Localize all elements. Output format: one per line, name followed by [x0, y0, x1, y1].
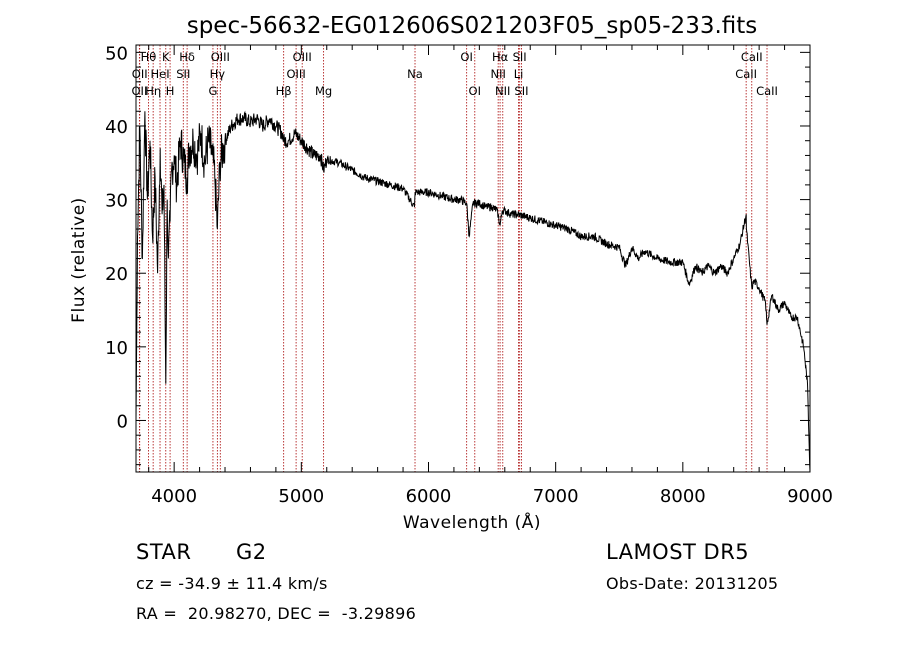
y-tick-label: 10	[105, 338, 128, 359]
line-label: OII	[132, 67, 148, 81]
x-axis-label: Wavelength (Å)	[403, 511, 541, 533]
x-axis-ticks: 4000 5000 6000 7000 8000 9000	[148, 45, 833, 507]
line-label: CaII	[735, 67, 757, 81]
line-label: CaII	[741, 50, 763, 64]
line-label: H	[166, 84, 175, 98]
x-tick-label: 9000	[787, 486, 833, 507]
line-markers	[138, 45, 768, 472]
line-label: OIII	[293, 50, 312, 64]
object-class: STAR	[136, 540, 192, 564]
x-tick-label: 7000	[533, 486, 579, 507]
line-label: OIII	[286, 67, 305, 81]
line-label: Hθ	[141, 50, 157, 64]
object-subclass: G2	[236, 540, 267, 564]
y-axis-label: Flux (relative)	[69, 197, 89, 323]
line-label: SII	[514, 84, 528, 98]
line-label: OIII	[211, 50, 230, 64]
line-label: Li	[514, 67, 524, 81]
x-tick-label: 8000	[660, 486, 706, 507]
x-tick-label: 6000	[406, 486, 452, 507]
line-label: Mg	[315, 84, 332, 98]
cz-value: cz = -34.9 ± 11.4 km/s	[136, 574, 328, 593]
line-label: OII	[132, 84, 148, 98]
line-label: K	[162, 50, 170, 64]
chart-title: spec-56632-EG012606S021203F05_sp05-233.f…	[187, 13, 758, 39]
y-tick-label: 40	[105, 117, 128, 138]
coordinates: RA = 20.98270, DEC = -3.29896	[136, 604, 417, 623]
line-label: Hη	[145, 84, 161, 98]
y-axis-ticks: 0 10 20 30 40 50	[105, 43, 810, 466]
line-label: Hδ	[179, 50, 195, 64]
line-label: OI	[460, 50, 472, 64]
plot-frame	[135, 44, 811, 473]
line-label: Hα	[492, 50, 509, 64]
line-label: SII	[176, 67, 190, 81]
line-label: CaII	[756, 84, 778, 98]
spectrum-line	[135, 110, 811, 473]
obs-date: Obs-Date: 20131205	[606, 574, 779, 593]
y-tick-label: 0	[117, 411, 128, 432]
line-label: Na	[407, 67, 423, 81]
line-label: NII	[495, 84, 510, 98]
line-label: OI	[469, 84, 481, 98]
line-label: Hβ	[276, 84, 292, 98]
line-label: NII	[490, 67, 505, 81]
line-label: HeI	[150, 67, 169, 81]
x-tick-label: 5000	[278, 486, 324, 507]
y-tick-label: 50	[105, 43, 128, 64]
x-tick-label: 4000	[151, 486, 197, 507]
y-tick-label: 20	[105, 264, 128, 285]
line-label: SII	[513, 50, 527, 64]
line-labels: OII OII Hθ Hη HeI K H Hδ SII OIII Hγ G OIII OIII Hβ Mg N…	[132, 50, 778, 98]
line-label: G	[208, 84, 217, 98]
y-tick-label: 30	[105, 191, 128, 212]
survey-name: LAMOST DR5	[606, 540, 750, 564]
line-label: Hγ	[210, 67, 226, 81]
